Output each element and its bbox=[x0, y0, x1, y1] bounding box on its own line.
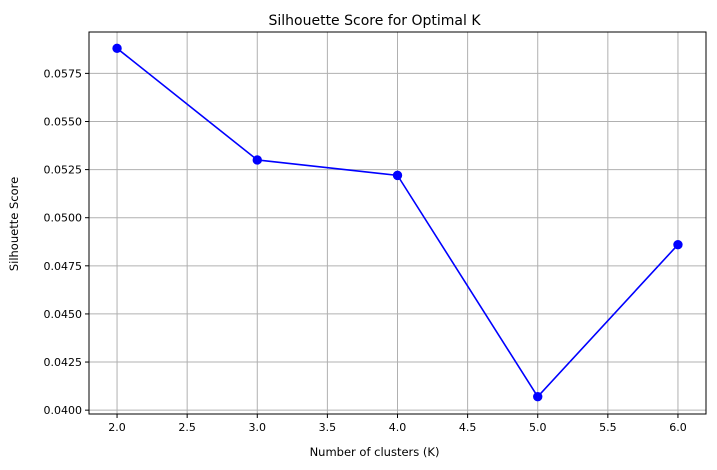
x-axis-label: Number of clusters (K) bbox=[310, 445, 440, 459]
y-tick-label: 0.0525 bbox=[44, 164, 83, 177]
data-point-k-2 bbox=[112, 43, 122, 54]
y-tick-label: 0.0400 bbox=[44, 404, 83, 417]
data-point-k-6 bbox=[673, 239, 683, 250]
grid-layer bbox=[89, 32, 706, 414]
data-point-k-3 bbox=[252, 155, 262, 165]
y-tick-label: 0.0475 bbox=[44, 260, 83, 273]
y-tick-label: 0.0550 bbox=[44, 115, 83, 128]
data-point-k-4 bbox=[392, 170, 403, 181]
series-layer bbox=[112, 43, 683, 402]
y-axis-label: Silhouette Score bbox=[7, 177, 21, 271]
chart-title: Silhouette Score for Optimal K bbox=[268, 13, 481, 29]
x-tick-label: 3.5 bbox=[319, 421, 337, 434]
y-tick-label: 0.0500 bbox=[44, 212, 83, 225]
y-tick-label: 0.0425 bbox=[44, 356, 83, 369]
x-tick-label: 6.0 bbox=[669, 421, 687, 434]
x-tick-label: 2.0 bbox=[108, 421, 126, 434]
x-tick-label: 2.5 bbox=[178, 421, 196, 434]
data-point-k-5 bbox=[533, 391, 543, 402]
x-tick-label: 3.0 bbox=[249, 421, 267, 434]
x-tick-label: 5.5 bbox=[599, 421, 617, 434]
ticks-layer: 2.0 2.5 3.0 3.5 4.0 4.5 5.0 5.5 6.0 0.0400 0.0425 0… bbox=[44, 67, 687, 434]
x-tick-label: 4.0 bbox=[389, 421, 407, 434]
y-tick-label: 0.0450 bbox=[44, 308, 83, 321]
x-tick-label: 4.5 bbox=[459, 421, 477, 434]
x-tick-label: 5.0 bbox=[529, 421, 547, 434]
y-tick-label: 0.0575 bbox=[44, 67, 83, 80]
